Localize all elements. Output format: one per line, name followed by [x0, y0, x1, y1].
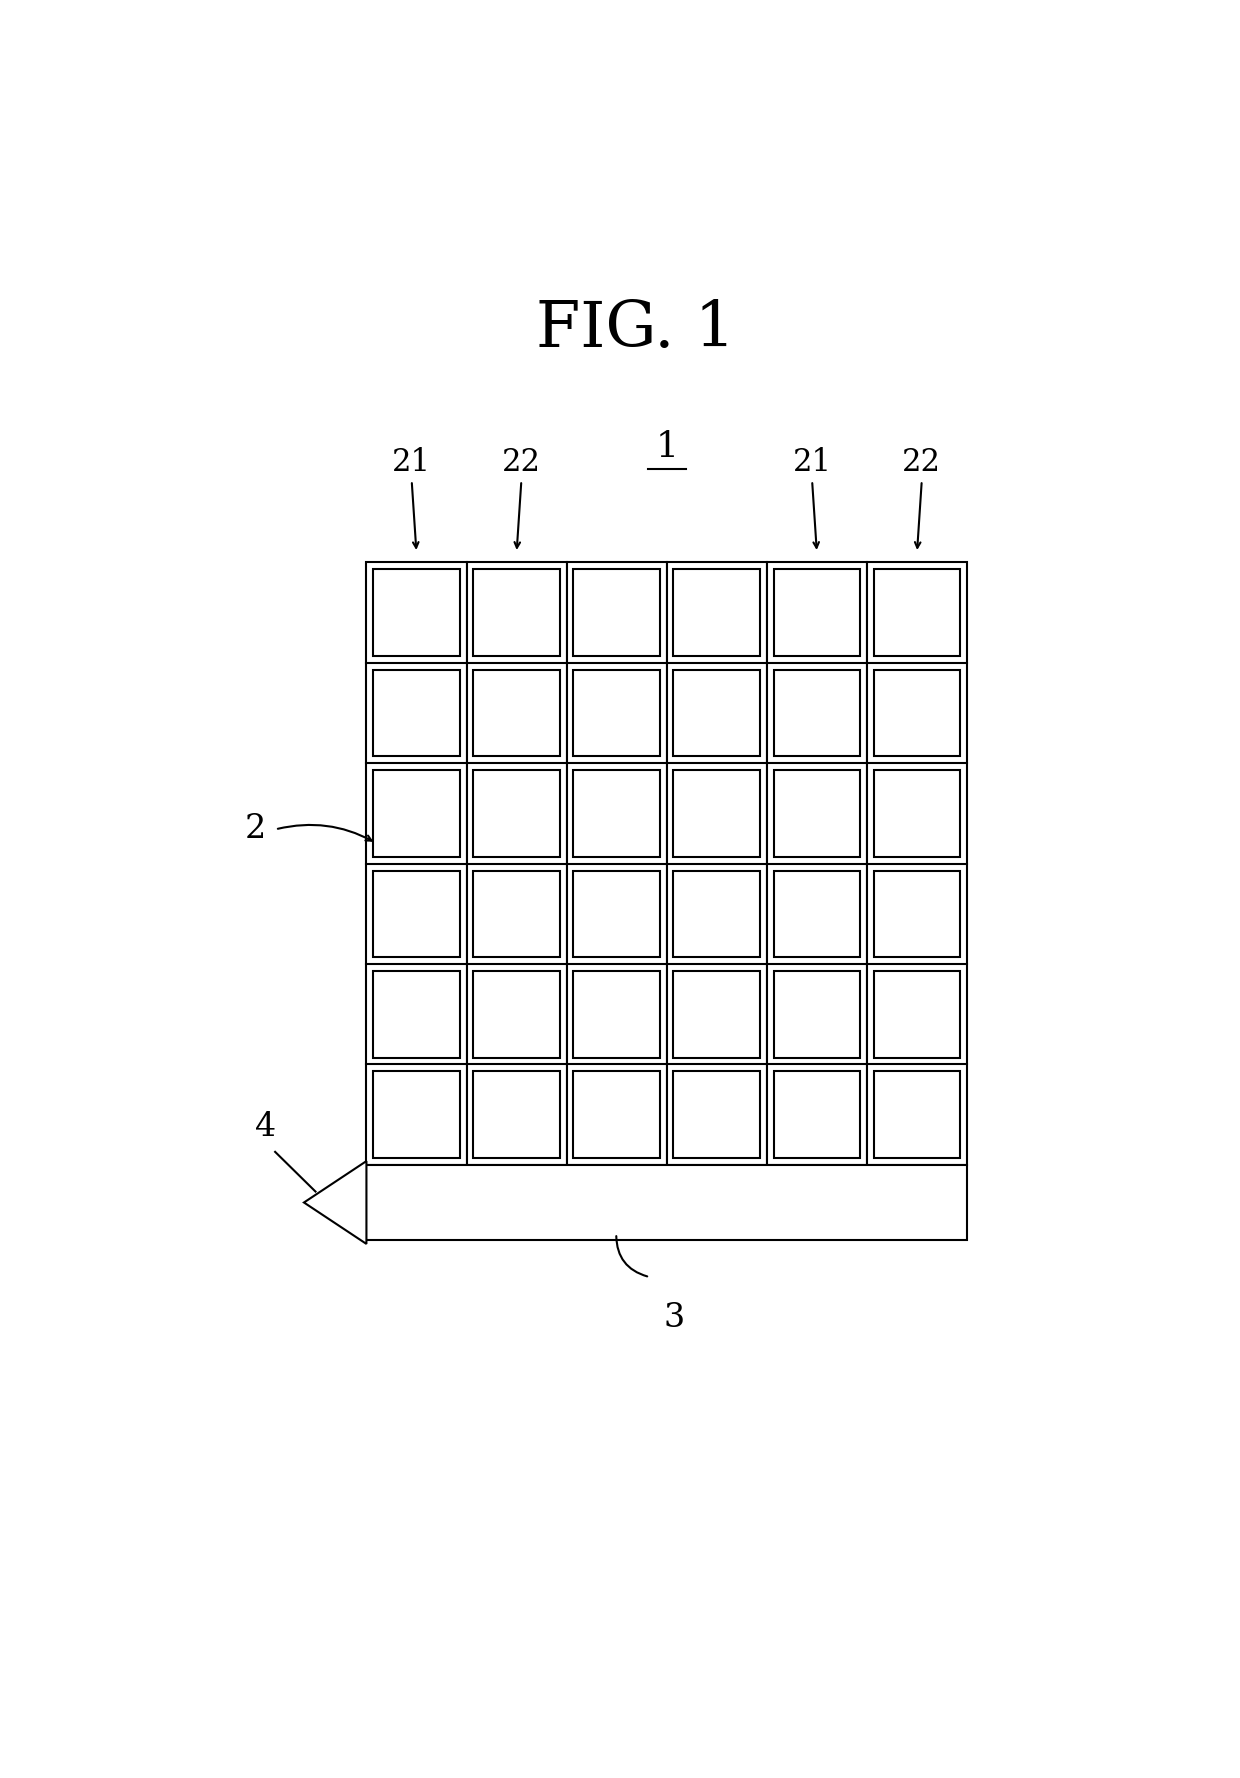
Polygon shape [304, 1161, 367, 1245]
Bar [474, 971, 560, 1058]
Bar [573, 770, 660, 857]
Bar [774, 1072, 861, 1157]
Bar [673, 971, 760, 1058]
Text: 3: 3 [663, 1301, 684, 1334]
Bar [373, 569, 460, 656]
Bar [874, 569, 960, 656]
Bar [874, 971, 960, 1058]
Text: 21: 21 [392, 446, 432, 478]
Bar [874, 770, 960, 857]
Bar [373, 871, 460, 957]
Bar [766, 562, 867, 1165]
Bar [474, 1072, 560, 1157]
Bar [373, 971, 460, 1058]
Bar [874, 1072, 960, 1157]
Bar [567, 562, 667, 1165]
Bar [673, 670, 760, 756]
Text: FIG. 1: FIG. 1 [536, 299, 735, 361]
Bar [874, 670, 960, 756]
Bar [667, 562, 766, 1165]
Bar [466, 562, 567, 1165]
Bar [774, 569, 861, 656]
Bar [867, 562, 967, 1165]
Bar [573, 871, 660, 957]
Bar [373, 770, 460, 857]
Bar [573, 670, 660, 756]
Bar [474, 569, 560, 656]
Bar [373, 1072, 460, 1157]
Text: 22: 22 [903, 446, 941, 478]
Text: 21: 21 [792, 446, 832, 478]
Bar [774, 770, 861, 857]
Text: 4: 4 [255, 1111, 277, 1143]
Bar [673, 1072, 760, 1157]
Bar [673, 770, 760, 857]
Bar [774, 871, 861, 957]
Bar [573, 971, 660, 1058]
Text: 22: 22 [502, 446, 541, 478]
Text: 1: 1 [655, 430, 678, 464]
Bar [367, 562, 466, 1165]
Bar [474, 670, 560, 756]
Bar [673, 569, 760, 656]
Bar [573, 569, 660, 656]
Bar [474, 871, 560, 957]
Bar [874, 871, 960, 957]
Bar [373, 670, 460, 756]
Bar [573, 1072, 660, 1157]
Bar [774, 971, 861, 1058]
Text: 2: 2 [244, 814, 265, 845]
Bar [673, 871, 760, 957]
Bar [367, 1165, 967, 1241]
Bar [474, 770, 560, 857]
Bar [774, 670, 861, 756]
